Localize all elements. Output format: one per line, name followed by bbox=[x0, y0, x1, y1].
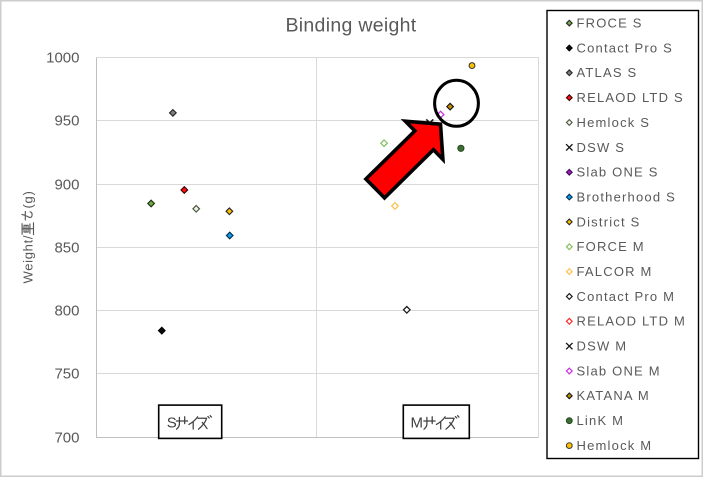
svg-text:ATLAS S: ATLAS S bbox=[577, 65, 638, 80]
svg-text:Contact Pro S: Contact Pro S bbox=[577, 40, 674, 55]
svg-text:Hemlock S: Hemlock S bbox=[577, 115, 651, 130]
svg-text:(g): (g) bbox=[21, 191, 36, 209]
svg-text:RELAOD LTD S: RELAOD LTD S bbox=[577, 90, 684, 105]
svg-text:KATANA M: KATANA M bbox=[577, 388, 650, 403]
svg-text:700: 700 bbox=[54, 429, 79, 446]
svg-text:Slab ONE S: Slab ONE S bbox=[577, 165, 659, 180]
svg-text:950: 950 bbox=[54, 112, 79, 129]
svg-text:RELAOD LTD M: RELAOD LTD M bbox=[577, 314, 687, 329]
svg-text:M: M bbox=[411, 415, 424, 432]
svg-text:FORCE M: FORCE M bbox=[577, 239, 645, 254]
svg-text:850: 850 bbox=[54, 239, 79, 256]
svg-text:Binding weight: Binding weight bbox=[285, 15, 416, 37]
svg-text:DSW M: DSW M bbox=[577, 339, 628, 354]
svg-text:District S: District S bbox=[577, 214, 641, 229]
svg-text:FROCE S: FROCE S bbox=[577, 16, 643, 31]
svg-text:1000: 1000 bbox=[46, 49, 79, 66]
svg-text:FALCOR M: FALCOR M bbox=[577, 264, 653, 279]
svg-text:Hemlock M: Hemlock M bbox=[577, 438, 653, 453]
svg-text:Contact Pro M: Contact Pro M bbox=[577, 289, 676, 304]
svg-text:750: 750 bbox=[54, 365, 79, 382]
svg-text:Brotherhood S: Brotherhood S bbox=[577, 190, 676, 205]
svg-text:800: 800 bbox=[54, 302, 79, 319]
svg-text:LinK M: LinK M bbox=[577, 413, 625, 428]
svg-text:900: 900 bbox=[54, 176, 79, 193]
svg-text:DSW S: DSW S bbox=[577, 140, 626, 155]
svg-text:S: S bbox=[167, 415, 177, 432]
svg-text:Slab ONE M: Slab ONE M bbox=[577, 363, 661, 378]
svg-text:Weight/: Weight/ bbox=[21, 235, 36, 284]
